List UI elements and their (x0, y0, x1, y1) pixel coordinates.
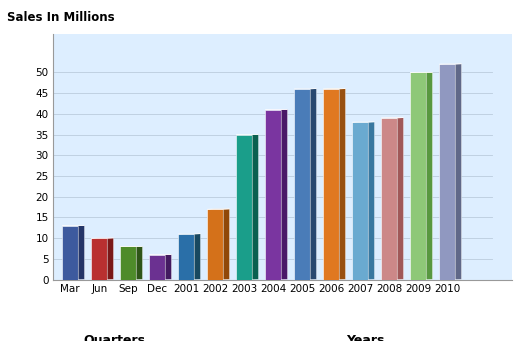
Polygon shape (265, 110, 281, 280)
Polygon shape (339, 89, 345, 280)
Polygon shape (178, 234, 194, 280)
Polygon shape (120, 247, 136, 280)
Polygon shape (310, 89, 317, 280)
Polygon shape (439, 64, 455, 280)
Text: Years: Years (346, 333, 384, 341)
Polygon shape (323, 89, 339, 280)
Polygon shape (149, 255, 165, 280)
Polygon shape (252, 134, 259, 280)
Polygon shape (236, 135, 252, 280)
Polygon shape (397, 118, 403, 280)
Text: Sales In Millions: Sales In Millions (7, 11, 115, 24)
Polygon shape (294, 89, 310, 280)
Polygon shape (352, 122, 368, 280)
Polygon shape (91, 238, 107, 280)
Text: Quarters: Quarters (84, 333, 146, 341)
Polygon shape (223, 209, 230, 280)
Polygon shape (62, 226, 78, 280)
Polygon shape (78, 225, 84, 280)
Polygon shape (194, 234, 201, 280)
Polygon shape (455, 64, 461, 280)
Polygon shape (165, 254, 172, 280)
Polygon shape (410, 72, 426, 280)
Polygon shape (381, 118, 397, 280)
Polygon shape (136, 246, 143, 280)
Polygon shape (281, 109, 288, 280)
Polygon shape (368, 122, 374, 280)
Polygon shape (207, 209, 223, 280)
Polygon shape (107, 238, 114, 280)
Polygon shape (426, 72, 432, 280)
